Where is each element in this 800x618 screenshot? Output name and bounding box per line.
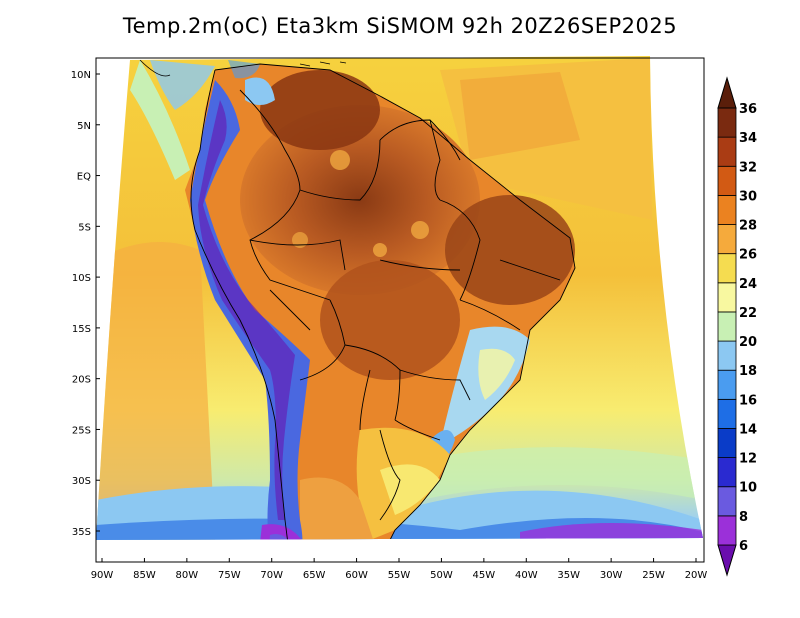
colorbar-segment: [717, 515, 737, 546]
colorbar-label: 34: [739, 131, 757, 146]
colorbar-label: 16: [739, 393, 757, 408]
lon-label: 25W: [642, 570, 665, 581]
colorbar: 6 8 10 12 14 16 18 20 22 24 26 28 30 32 34 36: [717, 76, 757, 577]
country-borders: [190, 63, 576, 540]
lon-label: 65W: [303, 570, 326, 581]
lat-label: 5N: [77, 121, 91, 132]
colorbar-label: 36: [739, 102, 757, 117]
colorbar-label: 22: [739, 306, 757, 321]
colorbar-label: 8: [739, 510, 748, 525]
colorbar-label: 28: [739, 219, 757, 234]
colorbar-segment: [717, 457, 737, 488]
colorbar-label: 6: [739, 539, 748, 554]
lat-label: 30S: [72, 476, 91, 487]
colorbar-segment: [717, 136, 737, 167]
colorbar-label: 14: [739, 422, 757, 437]
colorbar-label: 10: [739, 481, 757, 496]
lon-label: 40W: [515, 570, 538, 581]
longitude-axis: 90W 85W 80W 75W 70W 65W 60W 55W 50W 45W 40W 35W 30W 2…: [91, 558, 708, 581]
colorbar-upper-extend: [717, 76, 737, 109]
lat-label: 35S: [72, 527, 91, 538]
colorbar-segment: [717, 253, 737, 284]
colorbar-label: 32: [739, 160, 757, 175]
lon-label: 75W: [218, 570, 241, 581]
colorbar-label: 18: [739, 364, 757, 379]
colorbar-label: 26: [739, 248, 757, 263]
lon-label: 70W: [260, 570, 283, 581]
lon-label: 50W: [430, 570, 453, 581]
colorbar-segment: [717, 486, 737, 517]
colorbar-segment: [717, 428, 737, 459]
colorbar-segment: [717, 398, 737, 429]
colorbar-segment: [717, 165, 737, 196]
lon-label: 30W: [600, 570, 623, 581]
colorbar-segment: [717, 107, 737, 138]
lat-label: 20S: [72, 375, 91, 386]
lon-label: 80W: [176, 570, 199, 581]
latitude-axis: 10N 5N EQ 5S 10S 15S 20S 25S 30S 35S: [71, 70, 100, 538]
lat-label: 15S: [72, 324, 91, 335]
colorbar-segment: [717, 369, 737, 400]
lon-label: 60W: [345, 570, 368, 581]
lat-label: 25S: [72, 425, 91, 436]
lat-label: EQ: [77, 172, 91, 183]
colorbar-segment: [717, 340, 737, 371]
map-frame: [95, 57, 705, 563]
colorbar-segment: [717, 282, 737, 313]
lon-label: 35W: [557, 570, 580, 581]
colorbar-segment: [717, 224, 737, 255]
colorbar-label: 24: [739, 277, 757, 292]
colorbar-label: 12: [739, 452, 757, 467]
lat-label: 10N: [71, 70, 91, 81]
lon-label: 20W: [685, 570, 708, 581]
lat-label: 5S: [78, 222, 91, 233]
colorbar-label: 30: [739, 189, 757, 204]
lon-label: 90W: [91, 570, 114, 581]
colorbar-segment: [717, 311, 737, 342]
colorbar-lower-extend: [717, 544, 737, 577]
lon-label: 55W: [388, 570, 411, 581]
colorbar-segment: [717, 194, 737, 225]
lon-label: 45W: [473, 570, 496, 581]
temperature-field: [96, 56, 703, 540]
colorbar-label: 20: [739, 335, 757, 350]
lon-label: 85W: [133, 570, 156, 581]
lat-label: 10S: [72, 273, 91, 284]
map-title: Temp.2m(oC) Eta3km SiSMOM 92h 20Z26SEP20…: [122, 14, 678, 38]
